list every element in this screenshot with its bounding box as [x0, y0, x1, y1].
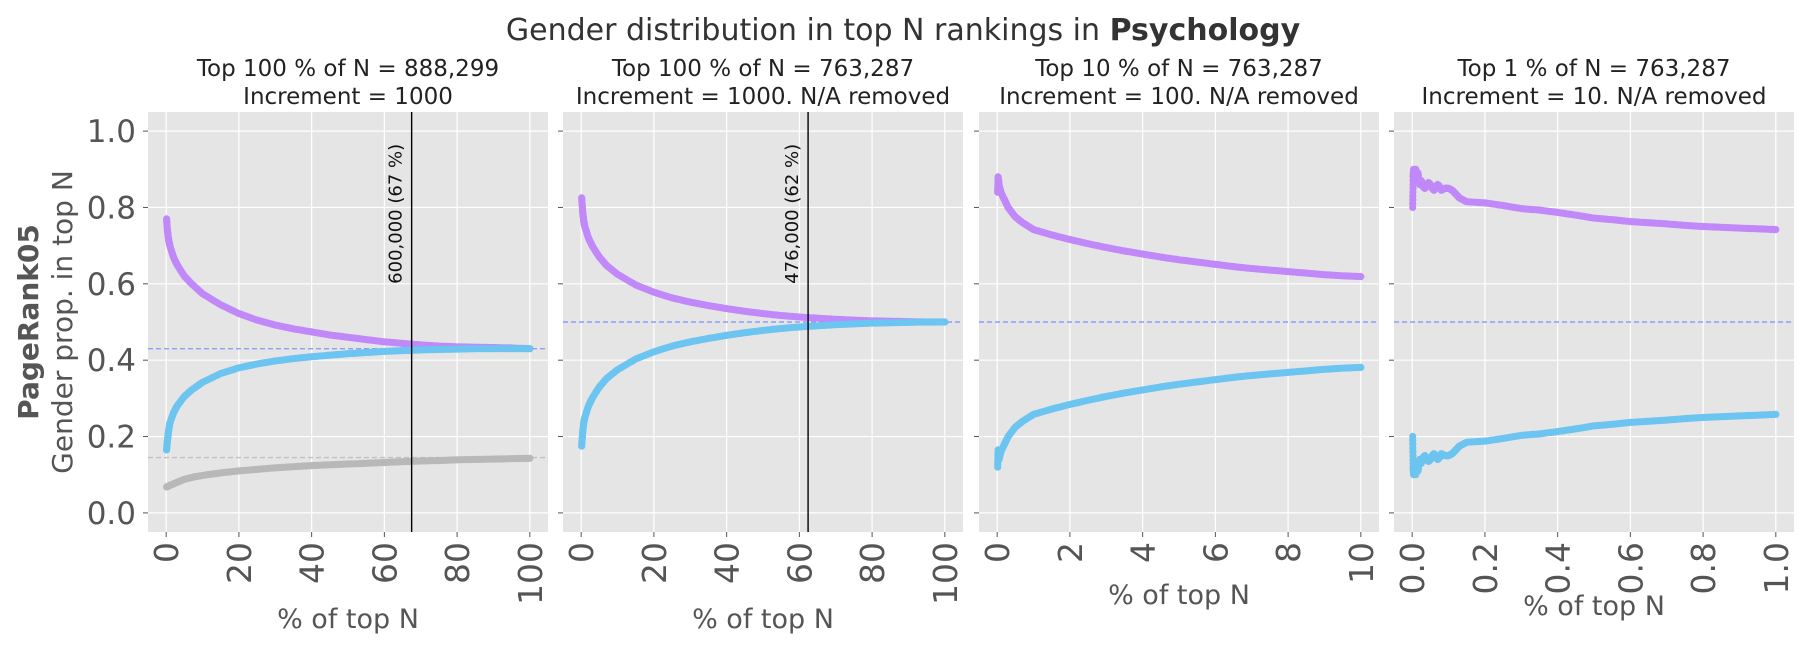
x-tick-label: 100	[511, 542, 550, 605]
x-tick-label: 6	[1196, 542, 1235, 563]
y-tick-label: 0.4	[87, 343, 136, 379]
x-tick-label: 0.6	[1611, 542, 1650, 594]
data-point-female	[1357, 273, 1365, 281]
series-male	[163, 345, 534, 454]
panel-title-line: Increment = 1000. N/A removed	[576, 84, 950, 110]
series-female	[163, 215, 534, 353]
series-na	[163, 454, 534, 491]
y-tick-label: 1.0	[87, 114, 136, 150]
panels: 600,000 (67 %)Top 100 % of N = 888,299In…	[87, 56, 1796, 635]
panel-title-line: Top 100 % of N = 763,287	[611, 56, 914, 82]
x-tick-label: 10	[1342, 542, 1381, 584]
plot-area	[148, 112, 548, 532]
panel-1: 600,000 (67 %) Top 100 % of N = 888,299In…	[87, 56, 550, 635]
x-tick-label: 4	[1124, 542, 1163, 563]
x-tick-label: 40	[708, 542, 747, 584]
x-tick-label: 40	[293, 542, 332, 584]
series-male	[1409, 410, 1780, 479]
series-male	[578, 318, 949, 450]
x-tick-label: 0	[562, 542, 601, 563]
x-tick-label: 100	[926, 542, 965, 605]
x-tick-label: 80	[438, 542, 477, 584]
panel-title-line: Increment = 100. N/A removed	[999, 84, 1359, 110]
data-point-female	[1772, 226, 1780, 234]
y-axis-label: Gender prop. in top N	[46, 170, 79, 474]
x-axis-label: % of top N	[1108, 580, 1250, 611]
data-point-na	[526, 454, 534, 462]
panel-title-line: Top 1 % of N = 763,287	[1457, 56, 1731, 82]
panel-2: 476,000 (62 %) Top 100 % of N = 763,287In…	[558, 56, 965, 635]
y-axis-label-bold: PageRank05	[12, 224, 45, 420]
panel-title-line: Increment = 1000	[243, 84, 453, 110]
marker-vline-label: 600,000 (67 %)	[386, 144, 407, 284]
y-tick-label: 0.2	[87, 420, 136, 456]
x-tick-label: 0.4	[1539, 542, 1578, 594]
data-point-male	[1772, 410, 1780, 418]
series-female	[1409, 165, 1780, 234]
y-tick-label: 0.8	[87, 190, 136, 226]
data-point-male	[526, 345, 534, 353]
x-tick-label: 0	[978, 542, 1017, 563]
x-tick-label: 20	[635, 542, 674, 584]
series-male	[994, 363, 1365, 471]
panel-title-line: Increment = 10. N/A removed	[1422, 84, 1767, 110]
marker-vline-label: 476,000 (62 %)	[782, 144, 803, 284]
y-tick-label: 0.0	[87, 496, 136, 532]
figure-title-prefix: Gender distribution in top N rankings in	[506, 13, 1110, 48]
series-female	[994, 173, 1365, 281]
figure-title-field: Psychology	[1110, 13, 1301, 48]
panel-title-line: Top 100 % of N = 888,299	[196, 56, 499, 82]
x-axis-label: % of top N	[277, 604, 419, 635]
x-tick-label: 1.0	[1757, 542, 1796, 594]
x-tick-label: 60	[365, 542, 404, 584]
x-axis-label: % of top N	[692, 604, 834, 635]
panel-title-line: Top 10 % of N = 763,287	[1034, 56, 1323, 82]
data-point-male	[1357, 363, 1365, 371]
y-tick-label: 0.6	[87, 267, 136, 303]
x-tick-label: 2	[1051, 542, 1090, 563]
x-tick-label: 8	[1269, 542, 1308, 563]
x-tick-label: 0	[147, 542, 186, 563]
figure-title: Gender distribution in top N rankings in…	[506, 13, 1301, 48]
x-tick-label: 0.0	[1393, 542, 1432, 594]
x-tick-label: 80	[853, 542, 892, 584]
x-tick-label: 0.8	[1684, 542, 1723, 594]
x-tick-label: 0.2	[1466, 542, 1505, 594]
data-point-male	[941, 318, 949, 326]
x-tick-label: 20	[220, 542, 259, 584]
x-tick-label: 60	[780, 542, 819, 584]
x-axis-label: % of top N	[1523, 591, 1665, 622]
